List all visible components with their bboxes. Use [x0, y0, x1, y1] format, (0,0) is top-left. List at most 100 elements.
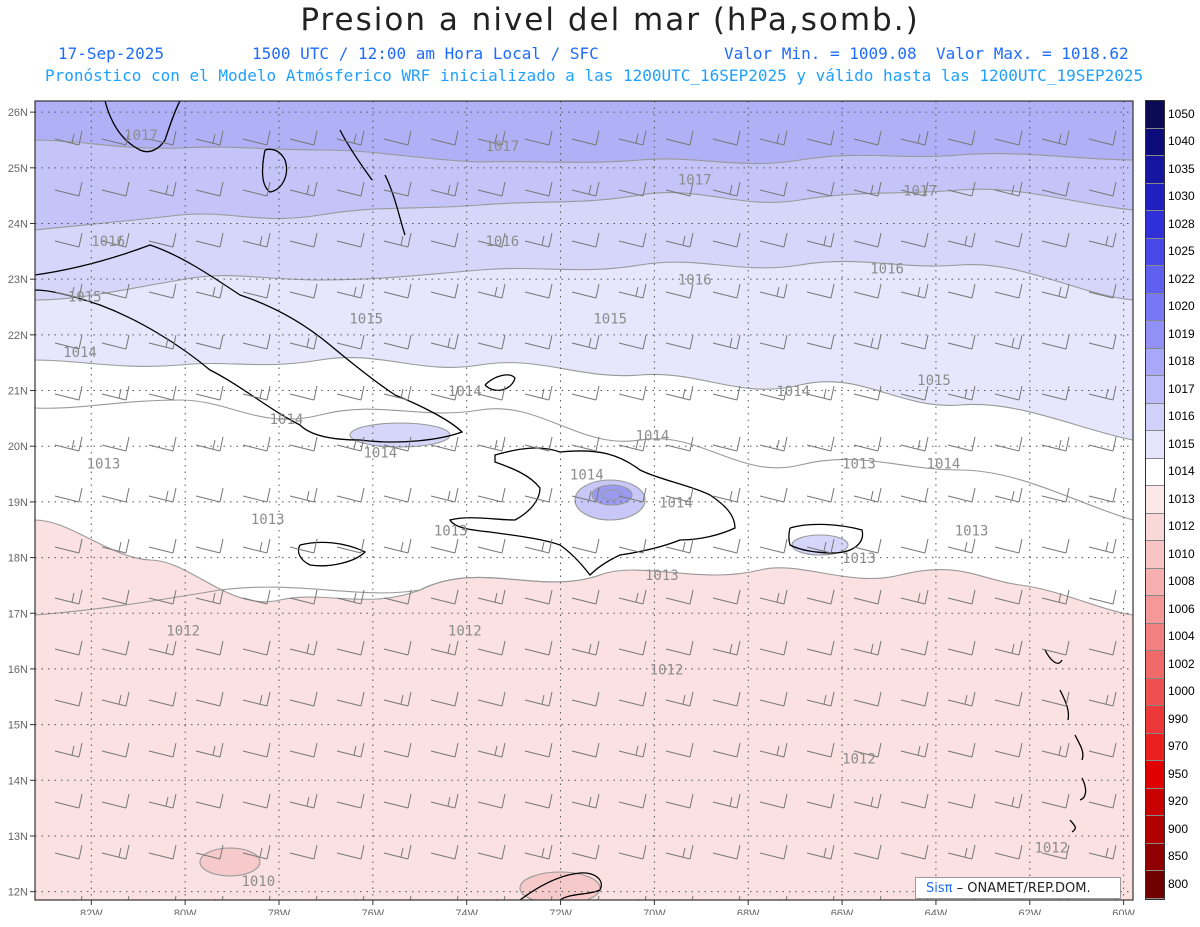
map-title: Presion a nivel del mar (hPa,somb.)	[300, 2, 920, 38]
colorbar-swatch	[1146, 871, 1164, 899]
isobar-label: 1017	[678, 173, 712, 189]
lon-tick-label: 68W	[737, 908, 760, 915]
wind-barb	[336, 640, 365, 656]
lat-tick-label: 12N	[8, 887, 28, 899]
colorbar-label: 1014	[1168, 464, 1195, 479]
wind-barb	[759, 691, 788, 707]
colorbar-swatch	[1146, 651, 1164, 679]
wind-barb	[1088, 691, 1117, 707]
wind-barb	[994, 691, 1023, 707]
wind-barb	[54, 742, 83, 758]
wind-barb	[477, 232, 506, 248]
wind-barb	[947, 232, 976, 248]
wind-barb	[268, 895, 271, 900]
wind-barb	[148, 844, 177, 860]
wind-barb	[195, 130, 224, 146]
wind-barb	[289, 181, 318, 197]
wind-barb	[524, 436, 553, 452]
wind-barb	[148, 640, 177, 656]
wind-barb	[618, 640, 647, 656]
wind-barb	[383, 385, 412, 401]
time-label: 1500 UTC / 12:00 am Hora Local / SFC	[252, 44, 599, 63]
wind-barb	[1041, 844, 1070, 860]
colorbar-label: 920	[1168, 794, 1189, 809]
wind-barb	[994, 742, 1023, 758]
wind-barb	[853, 742, 882, 758]
wind-barb	[383, 232, 412, 248]
lon-tick-label: 60W	[1112, 908, 1135, 915]
wind-barb	[315, 895, 318, 900]
wind-barb	[54, 232, 83, 248]
wind-barb	[571, 130, 600, 146]
wind-barb	[759, 742, 788, 758]
wind-barb	[900, 691, 929, 707]
wind-barb	[759, 436, 788, 452]
wind-barb	[430, 283, 459, 299]
wind-barb	[430, 742, 459, 758]
wind-barb	[1041, 181, 1070, 197]
colorbar-label: 1019	[1168, 326, 1195, 341]
wind-barb	[1041, 334, 1070, 350]
wind-barb	[1041, 436, 1070, 452]
wind-barb	[759, 283, 788, 299]
wind-barb	[712, 385, 741, 401]
wind-barb	[637, 895, 647, 900]
wind-barb	[947, 181, 976, 197]
colorbar-swatch	[1146, 761, 1164, 789]
low-pocket	[200, 848, 260, 876]
wind-barb	[994, 334, 1023, 350]
wind-barb	[336, 283, 365, 299]
colorbar-label: 1020	[1168, 299, 1195, 314]
wind-barb	[477, 283, 506, 299]
wind-barb	[430, 385, 459, 401]
wind-barb	[524, 385, 553, 401]
wind-barb	[289, 487, 318, 503]
wind-barb	[665, 538, 694, 554]
wind-barb	[618, 232, 647, 248]
colorbar-swatch	[1146, 403, 1164, 431]
colorbar-label: 1006	[1168, 601, 1195, 616]
wind-barb	[195, 844, 224, 860]
lat-tick-label: 17N	[8, 608, 28, 620]
wind-barb	[383, 844, 412, 860]
map-panel: 1017 1017 1017 1017 1016 1016 1016 1016 1015 1015…	[0, 95, 1200, 920]
wind-barb	[571, 844, 600, 860]
colorbar-label: 1030	[1168, 189, 1195, 204]
isobar-labels: 1017 1017 1017 1017 1016 1016 1016 1016 1015 1015…	[63, 128, 1068, 890]
wind-barb	[806, 793, 835, 809]
wind-barb	[853, 691, 882, 707]
wind-barb	[195, 487, 224, 503]
wind-barb	[383, 589, 412, 605]
wind-barb	[383, 130, 412, 146]
wind-barb	[853, 793, 882, 809]
wind-barb	[430, 793, 459, 809]
wind-barb	[712, 538, 741, 554]
wind-barb	[242, 691, 271, 707]
lat-lon-grid	[35, 101, 1133, 900]
wind-barb	[336, 436, 365, 452]
wind-barb	[477, 589, 506, 605]
isobar-label: 1014	[363, 445, 397, 461]
lon-tick-label: 76W	[362, 908, 385, 915]
colorbar-label: 1012	[1168, 519, 1195, 534]
wind-barb	[242, 385, 271, 401]
wind-barb	[54, 130, 83, 146]
wind-barb	[242, 436, 271, 452]
wind-barb	[853, 589, 882, 605]
date-label: 17-Sep-2025	[58, 44, 164, 63]
colorbar-swatch	[1146, 238, 1164, 266]
wind-barb	[947, 334, 976, 350]
wind-barb	[54, 385, 83, 401]
wind-barb	[712, 181, 741, 197]
wind-barb	[430, 844, 459, 860]
wind-barb	[665, 487, 694, 503]
wind-barb	[738, 895, 741, 900]
wind-barb	[477, 538, 506, 554]
wind-barb	[665, 691, 694, 707]
wind-barb	[900, 436, 929, 452]
credit-text: – ONAMET/REP.DOM.	[956, 881, 1091, 896]
wind-barb	[571, 385, 600, 401]
wind-barb	[900, 487, 929, 503]
wind-barb	[947, 130, 976, 146]
wind-barb	[665, 793, 694, 809]
